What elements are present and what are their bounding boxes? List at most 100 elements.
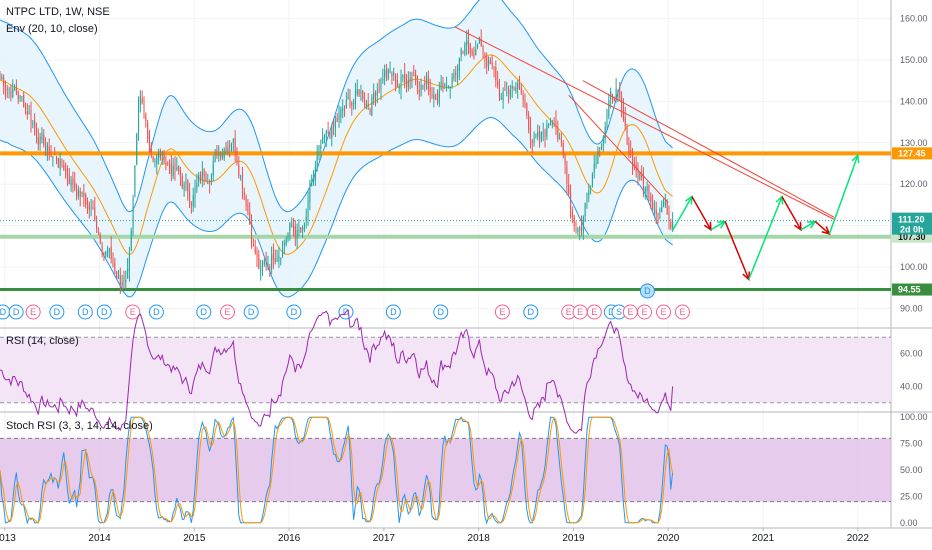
candle-body	[43, 134, 45, 145]
candle-body	[333, 124, 335, 126]
candle-body	[128, 253, 130, 272]
candle-body	[85, 194, 87, 205]
candle-body	[608, 100, 610, 117]
candle-body	[599, 147, 601, 149]
candle-body	[152, 157, 154, 161]
candle-body	[436, 98, 439, 101]
candle-body	[369, 109, 371, 114]
candle-body	[531, 140, 533, 143]
candle-body	[323, 135, 326, 138]
event-marker-label: E	[224, 307, 230, 317]
earnings-marker-icon[interactable]	[674, 304, 690, 320]
candle-body	[205, 173, 207, 181]
envelope-band-fill	[0, 0, 673, 297]
axes: 90.00100.00110.00120.00130.00140.00150.0…	[0, 14, 932, 544]
candle-body	[117, 276, 120, 278]
level-price-tag	[892, 283, 932, 296]
stoch-rsi-pane[interactable]	[0, 416, 891, 525]
candle-body	[524, 100, 526, 106]
candle-body	[45, 147, 47, 150]
projection-up-arrow	[672, 196, 693, 231]
price-axis-tick: 150.00	[900, 55, 928, 65]
candle-body	[668, 212, 670, 220]
candle-body	[517, 82, 519, 90]
dividend-marker-icon[interactable]	[196, 304, 212, 320]
candle-body	[353, 103, 355, 105]
earnings-marker-icon[interactable]	[586, 304, 602, 320]
earnings-marker-icon[interactable]	[656, 304, 672, 320]
candle-body	[378, 89, 380, 91]
candle-body	[112, 259, 114, 267]
candle-body	[446, 85, 448, 87]
time-axis-label: 2020	[657, 533, 680, 544]
dividend-marker-icon[interactable]	[385, 304, 401, 320]
candle-body	[347, 96, 349, 99]
candle-body	[615, 88, 617, 100]
dividend-marker-icon[interactable]	[49, 304, 65, 320]
candle-body	[256, 251, 258, 257]
candle-body	[405, 81, 408, 84]
candle-body	[639, 172, 641, 180]
candle-body	[70, 179, 72, 187]
candle-body	[557, 128, 559, 140]
dividend-marker-icon[interactable]	[286, 304, 302, 320]
candle-body	[238, 165, 240, 177]
candle-body	[123, 280, 125, 282]
earnings-marker-icon[interactable]	[125, 304, 141, 320]
earnings-marker-icon[interactable]	[219, 304, 235, 320]
candle-body	[232, 138, 234, 143]
candle-body	[449, 86, 451, 89]
price-axis-tick: 100.00	[900, 262, 928, 272]
candle-body	[387, 69, 389, 79]
dividend-marker-icon[interactable]	[77, 304, 93, 320]
candle-body	[389, 71, 391, 73]
earnings-marker-icon[interactable]	[637, 304, 653, 320]
candle-body	[32, 123, 34, 125]
candle-body	[0, 72, 1, 77]
candle-body	[458, 58, 460, 71]
stoch-axis-tick: 75.00	[900, 439, 923, 449]
rsi-pane[interactable]	[0, 309, 891, 434]
candle-body	[147, 123, 149, 139]
candle-body	[382, 78, 384, 81]
dividend-marker-icon[interactable]	[523, 304, 539, 320]
dividend-marker-icon[interactable]	[639, 283, 655, 299]
candle-body	[292, 221, 295, 229]
level-price-tag	[892, 147, 932, 160]
event-marker-label: E	[627, 307, 633, 317]
dividend-marker-icon[interactable]	[433, 304, 449, 320]
candle-body	[666, 201, 668, 215]
candle-body	[648, 184, 650, 198]
candle-body	[92, 206, 94, 210]
candle-body	[203, 168, 205, 177]
last-price-tag-label: 111.20	[898, 215, 925, 225]
candle-body	[189, 191, 191, 204]
earnings-marker-icon[interactable]	[25, 304, 41, 320]
candle-body	[670, 222, 672, 229]
candle-body	[88, 204, 90, 210]
dividend-marker-icon[interactable]	[96, 304, 112, 320]
candle-body	[10, 90, 12, 97]
candle-body	[302, 228, 304, 230]
dividend-marker-icon[interactable]	[148, 304, 164, 320]
candle-body	[546, 124, 548, 137]
candle-body	[471, 50, 473, 56]
candle-body	[486, 57, 488, 67]
dividend-marker-icon[interactable]	[8, 304, 24, 320]
candle-body	[664, 200, 666, 206]
candle-body	[360, 91, 362, 94]
price-pane[interactable]: D D E D D D E D D E D D D D D E D E E E D S E E E ED	[0, 0, 891, 320]
candle-body	[655, 209, 657, 214]
candle-body	[79, 190, 81, 197]
candle-body	[110, 246, 112, 260]
candle-body	[272, 252, 274, 260]
dividend-marker-icon[interactable]	[243, 304, 259, 320]
candle-body	[170, 163, 172, 174]
candle-body	[652, 202, 654, 208]
candle-body	[327, 131, 329, 133]
earnings-marker-icon[interactable]	[494, 304, 510, 320]
candle-body	[187, 180, 189, 192]
candle-body	[376, 91, 378, 96]
candle-body	[518, 83, 521, 86]
